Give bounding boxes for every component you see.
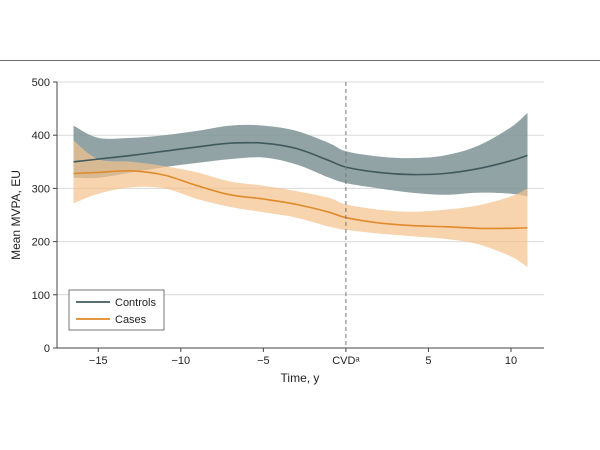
legend-box (68, 289, 165, 331)
legend-label-controls: Controls (115, 297, 156, 309)
band-controls (73, 112, 528, 197)
y-tick-label: 500 (32, 77, 50, 89)
axes (56, 82, 544, 349)
y-tick-label: 300 (32, 183, 50, 195)
top-divider (0, 60, 600, 61)
y-tick-label: 200 (32, 237, 50, 249)
y-tick-labels: 0 100 200 300 400 500 (32, 77, 57, 355)
band-cases (73, 140, 528, 268)
x-tick-label: −5 (257, 355, 270, 367)
legend: Controls Cases (68, 289, 165, 331)
x-tick-labels: −15 −10 −5 CVDᵃ 5 10 (89, 348, 517, 367)
y-tick-label: 100 (32, 290, 50, 302)
series-lines (73, 141, 528, 230)
x-tick-label: 10 (505, 355, 517, 367)
y-axis-title: Mean MVPA, EU (9, 170, 23, 260)
x-tick-label: 5 (425, 355, 431, 367)
x-tick-label: −15 (89, 355, 108, 367)
legend-label-cases: Cases (115, 314, 147, 326)
line-controls (73, 141, 528, 176)
x-tick-label: −10 (171, 355, 190, 367)
y-tick-label: 0 (44, 343, 50, 355)
y-tick-label: 400 (32, 130, 50, 142)
confidence-bands (73, 112, 528, 268)
line-cases (73, 169, 528, 230)
x-axis-title: Time, y (281, 371, 320, 385)
x-tick-label: CVDᵃ (332, 355, 360, 367)
